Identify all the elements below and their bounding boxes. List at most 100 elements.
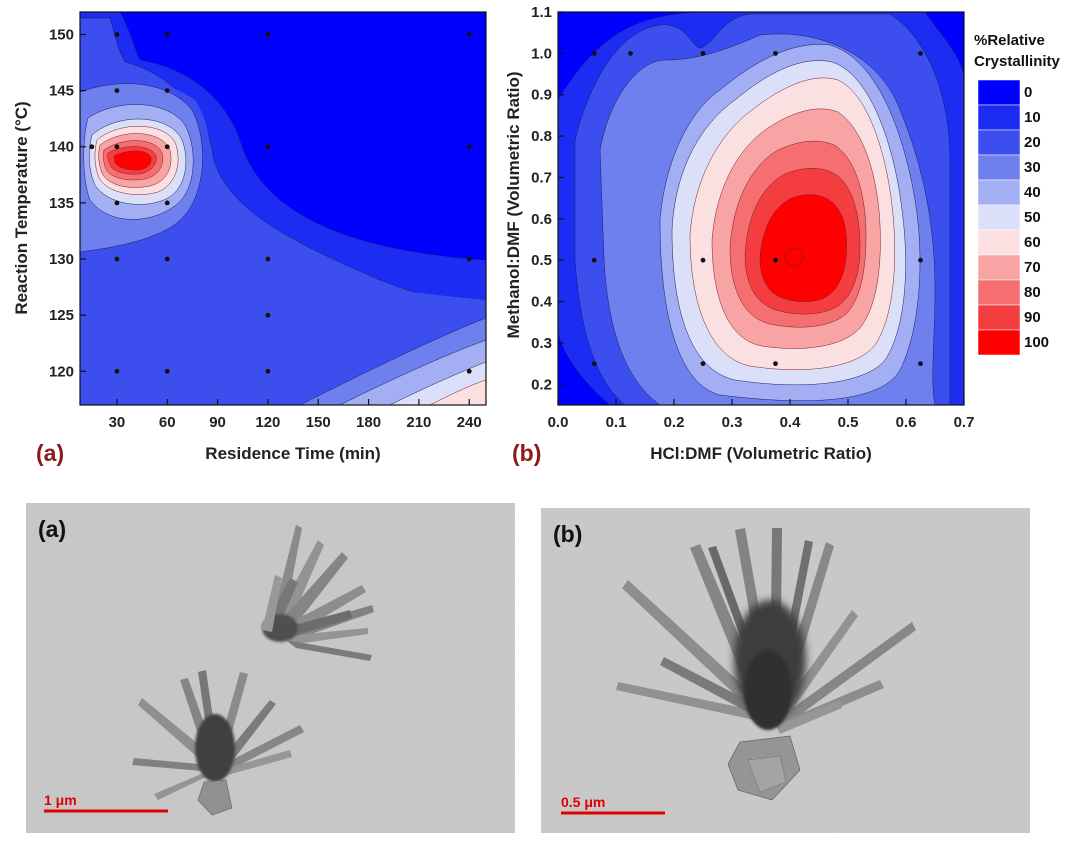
legend-label-60: 60 (1024, 234, 1041, 251)
x-tick-label-a-5: 180 (356, 414, 381, 431)
legend-label-50: 50 (1024, 209, 1041, 226)
contour-fills-a (80, 12, 486, 405)
y-tick-label-b-0: 0.2 (531, 376, 552, 393)
plot-frame-b (557, 11, 965, 406)
x-tick-label-a-1: 60 (159, 414, 176, 431)
colorbar-legend: %Relative Crystallinity 0 10 20 30 40 50 60 70 8… (974, 32, 1061, 356)
legend-label-90: 90 (1024, 309, 1041, 326)
legend-swatch-100 (977, 329, 1021, 356)
y-tick-label-b-3: 0.5 (531, 252, 552, 269)
legend-label-0: 0 (1024, 84, 1032, 101)
plot-frame-a (79, 11, 487, 406)
x-axis-ticks-a: 30 60 90 120 150 180 210 240 (109, 399, 482, 431)
sample-point-b-2 (700, 50, 706, 56)
legend-swatch-90 (977, 304, 1021, 331)
legend-swatch-40 (977, 179, 1021, 206)
legend-labels: 0 10 20 30 40 50 60 70 80 90 100 (1024, 84, 1049, 351)
x-tick-label-a-6: 210 (406, 414, 431, 431)
sample-point-b-8 (918, 257, 923, 263)
x-tick-label-a-4: 150 (306, 414, 331, 431)
legend-label-70: 70 (1024, 259, 1041, 276)
sample-point-b-9 (591, 361, 597, 367)
contour-fills-b (558, 12, 964, 405)
legend-swatch-70 (977, 254, 1021, 281)
legend-title-line1: %Relative (974, 32, 1045, 49)
sample-point-b-4 (918, 50, 923, 56)
y-tick-label-a-0: 120 (49, 363, 74, 380)
nanocrystal-cluster-top (262, 525, 374, 661)
y-tick-label-b-9: 1.1 (531, 4, 552, 21)
y-tick-label-a-1: 125 (49, 307, 74, 324)
y-axis-title-a: Reaction Temperature (°C) (12, 101, 31, 314)
x-tick-label-b-1: 0.1 (606, 414, 627, 431)
nanocrystal-cluster-bottom (132, 670, 304, 816)
legend-swatch-30 (977, 154, 1021, 181)
x-tick-label-b-0: 0.0 (548, 414, 569, 431)
y-tick-label-b-2: 0.4 (531, 294, 553, 311)
sample-points-b (591, 50, 923, 367)
sample-points-a (89, 32, 472, 374)
y-tick-label-a-5: 145 (49, 83, 74, 100)
y-axis-title-b: Methanol:DMF (Volumetric Ratio) (504, 72, 523, 339)
legend-label-40: 40 (1024, 184, 1041, 201)
legend-swatch-20 (977, 129, 1021, 156)
legend-swatch-80 (977, 279, 1021, 306)
tem-label-b: (b) (553, 521, 582, 547)
sample-point-b-10 (700, 361, 706, 367)
legend-label-20: 20 (1024, 134, 1041, 151)
legend-label-100: 100 (1024, 334, 1049, 351)
x-tick-label-b-3: 0.3 (722, 414, 743, 431)
legend-swatch-0 (977, 79, 1021, 106)
y-tick-label-a-6: 150 (49, 26, 74, 43)
sample-point-a-9 (265, 144, 271, 150)
scale-bar-label-b: 0.5 μm (561, 794, 605, 810)
y-axis-ticks-b: 0.2 0.3 0.4 0.5 0.6 0.7 0.8 0.9 1.0 1.1 (531, 4, 564, 393)
tem-label-a: (a) (38, 516, 66, 542)
x-axis-title-b: HCl:DMF (Volumetric Ratio) (650, 444, 872, 463)
legend-label-80: 80 (1024, 284, 1041, 301)
x-tick-label-a-0: 30 (109, 414, 126, 431)
sample-point-a-11 (114, 200, 120, 206)
y-tick-label-a-2: 130 (49, 251, 74, 268)
legend-label-10: 10 (1024, 109, 1041, 126)
sample-point-a-4 (114, 88, 120, 93)
tem-image-a: (a) 1 μm (26, 503, 515, 833)
legend-label-30: 30 (1024, 159, 1041, 176)
y-tick-label-b-7: 0.9 (531, 87, 552, 104)
sample-point-b-6 (700, 257, 706, 263)
x-tick-label-a-3: 120 (255, 414, 280, 431)
panel-label-b: (b) (512, 440, 541, 466)
contour-plot-a: 30 60 90 120 150 180 210 240 120 125 130 135 140 145… (12, 11, 487, 466)
scale-bar-label-a: 1 μm (44, 792, 77, 808)
sample-point-b-1 (628, 50, 633, 56)
y-axis-ticks-a: 120 125 130 135 140 145 150 (49, 26, 86, 380)
sample-point-a-16 (466, 256, 472, 262)
sample-point-b-0 (591, 50, 597, 56)
x-tick-label-b-2: 0.2 (664, 414, 685, 431)
sample-point-a-6 (89, 144, 95, 150)
x-tick-label-b-7: 0.7 (954, 414, 975, 431)
sample-point-a-13 (114, 256, 120, 262)
sample-point-a-2 (265, 32, 271, 37)
sample-point-a-21 (466, 368, 472, 374)
x-axis-title-a: Residence Time (min) (205, 444, 380, 463)
legend-swatches (977, 79, 1021, 356)
x-tick-label-a-7: 240 (457, 414, 482, 431)
y-tick-label-b-8: 1.0 (531, 45, 552, 62)
sample-point-a-5 (164, 88, 170, 93)
sample-point-a-19 (164, 368, 170, 374)
x-tick-label-b-4: 0.4 (780, 414, 802, 431)
sample-point-a-0 (114, 32, 120, 37)
x-axis-ticks-b: 0.0 0.1 0.2 0.3 0.4 0.5 0.6 0.7 (548, 399, 975, 431)
legend-swatch-10 (977, 104, 1021, 131)
contour-plot-b: 0.0 0.1 0.2 0.3 0.4 0.5 0.6 0.7 0.2 0.3 0.4 0.5 0.6… (504, 4, 974, 466)
sample-point-a-14 (164, 256, 170, 262)
y-tick-label-a-4: 140 (49, 139, 74, 156)
sample-point-b-3 (773, 50, 778, 56)
sample-point-a-8 (164, 144, 170, 150)
sample-point-b-12 (918, 361, 923, 367)
sample-point-a-17 (265, 312, 271, 318)
legend-swatch-60 (977, 229, 1021, 256)
sample-point-a-3 (466, 32, 472, 37)
sample-point-a-10 (466, 144, 472, 150)
